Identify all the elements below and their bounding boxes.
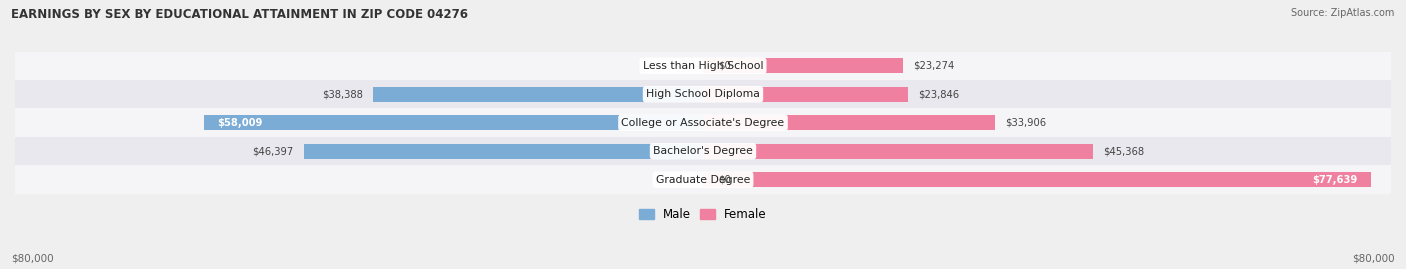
Text: Bachelor's Degree: Bachelor's Degree (652, 146, 754, 156)
Text: $80,000: $80,000 (1353, 254, 1395, 264)
Text: $33,906: $33,906 (1005, 118, 1046, 128)
Text: $58,009: $58,009 (217, 118, 263, 128)
Legend: Male, Female: Male, Female (634, 203, 772, 225)
Text: $46,397: $46,397 (253, 146, 294, 156)
Bar (373, 87, 703, 102)
Bar (703, 144, 1092, 159)
Bar (204, 115, 703, 130)
Text: Less than High School: Less than High School (643, 61, 763, 71)
Text: High School Diploma: High School Diploma (647, 89, 759, 99)
Bar (703, 172, 1371, 187)
Bar (15, 52, 1391, 80)
Text: Source: ZipAtlas.com: Source: ZipAtlas.com (1291, 8, 1395, 18)
Bar (15, 108, 1391, 137)
Text: $23,274: $23,274 (914, 61, 955, 71)
Text: $45,368: $45,368 (1104, 146, 1144, 156)
Bar (703, 58, 903, 73)
Bar (703, 87, 908, 102)
Text: $38,388: $38,388 (322, 89, 363, 99)
Text: College or Associate's Degree: College or Associate's Degree (621, 118, 785, 128)
Text: $23,846: $23,846 (918, 89, 959, 99)
Text: $80,000: $80,000 (11, 254, 53, 264)
Bar (15, 165, 1391, 194)
Bar (15, 80, 1391, 108)
Bar (304, 144, 703, 159)
Text: $0: $0 (718, 61, 731, 71)
Text: $77,639: $77,639 (1313, 175, 1358, 185)
Text: $0: $0 (718, 175, 731, 185)
Bar (703, 115, 994, 130)
Bar (15, 137, 1391, 165)
Text: Graduate Degree: Graduate Degree (655, 175, 751, 185)
Text: EARNINGS BY SEX BY EDUCATIONAL ATTAINMENT IN ZIP CODE 04276: EARNINGS BY SEX BY EDUCATIONAL ATTAINMEN… (11, 8, 468, 21)
